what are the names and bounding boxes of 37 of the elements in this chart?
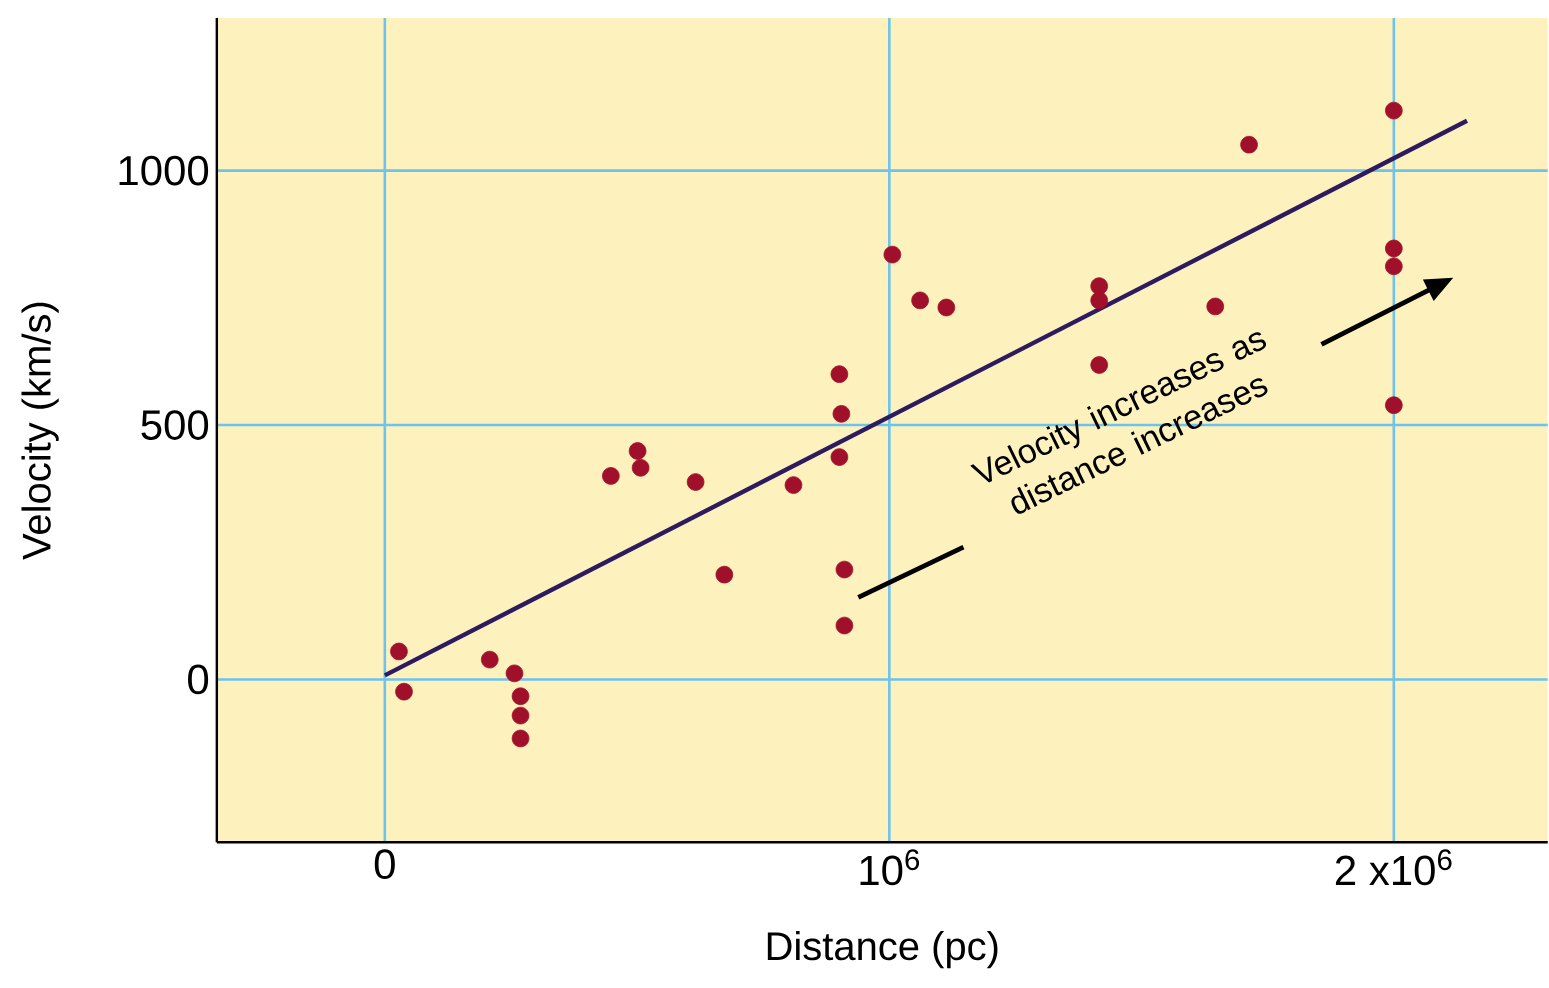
point (511, 687, 530, 705)
point (937, 298, 956, 317)
point (715, 565, 734, 584)
point (1206, 297, 1225, 316)
y-tick-label: 1000 (119, 155, 209, 186)
point (784, 476, 803, 494)
point (1090, 291, 1108, 310)
point (505, 664, 524, 683)
point (1090, 277, 1108, 295)
point (395, 682, 413, 701)
y-axis-title: Velocity (km/s) (21, 302, 59, 560)
point (511, 729, 530, 748)
y-tick-label: 0 (188, 664, 209, 695)
point (883, 245, 902, 264)
y-tick-label: 500 (141, 410, 209, 440)
point (1385, 101, 1403, 120)
point (835, 616, 854, 635)
point (480, 650, 499, 669)
point (911, 291, 929, 310)
point (832, 404, 851, 423)
x-tick-label: 10$^{6}$ (860, 849, 920, 886)
point (835, 560, 854, 579)
point (602, 467, 620, 485)
point (1385, 396, 1403, 414)
point (390, 642, 408, 661)
point (628, 442, 647, 460)
x-tick-label: 0 (374, 849, 395, 879)
x-tick-label: 2 x10$^{6}$ (1335, 849, 1452, 886)
point (631, 458, 650, 477)
point (1385, 239, 1403, 258)
x-axis-title: Distance (pc) (767, 930, 998, 969)
point (1240, 135, 1258, 154)
point (830, 448, 849, 466)
point (511, 706, 530, 725)
point (1385, 257, 1403, 275)
point (686, 473, 705, 491)
point (830, 365, 849, 383)
